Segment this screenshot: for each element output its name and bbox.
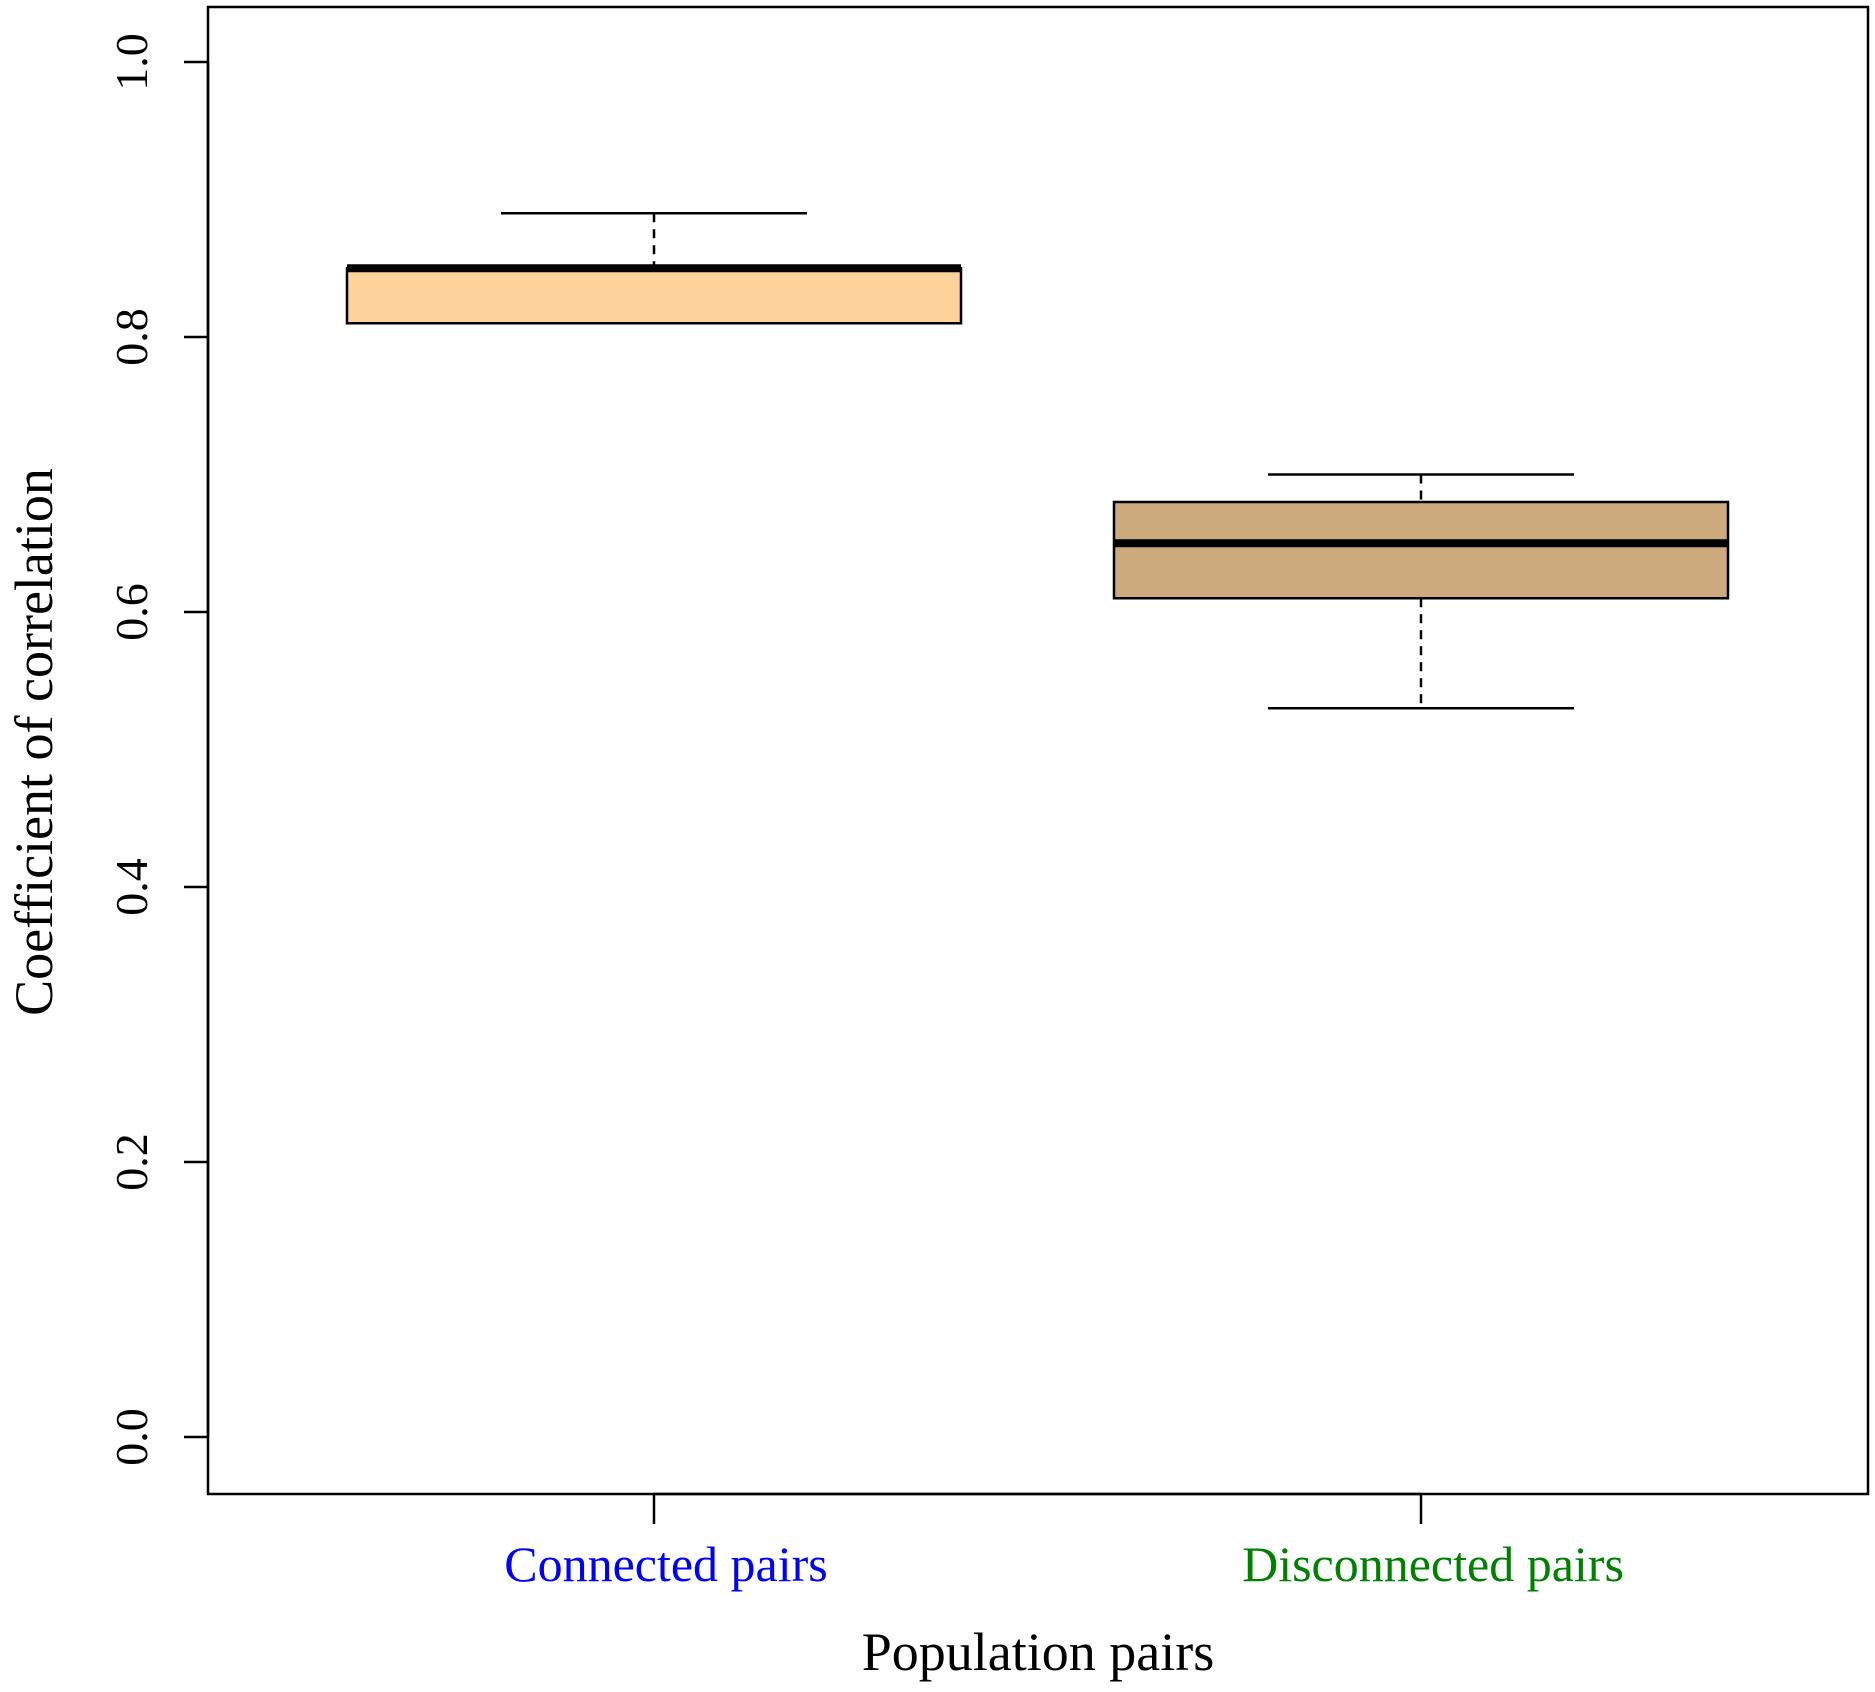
y-tick-label: 0.2 (106, 1133, 157, 1191)
plot-frame (206, 5, 1870, 1496)
y-tick-label: 0.0 (106, 1408, 157, 1466)
y-axis-title: Coefficient of correlation (4, 468, 64, 1016)
boxes (345, 212, 1730, 710)
y-axis: 0.0 0.2 0.4 0.6 0.8 1.0 (106, 33, 210, 1466)
x-axis-title: Population pairs (862, 1622, 1214, 1682)
iqr-box (1112, 500, 1730, 600)
box-group (1112, 473, 1730, 710)
x-tick-label: Connected pairs (504, 1536, 828, 1592)
y-tick-label: 1.0 (106, 33, 157, 91)
y-tick-label: 0.8 (106, 308, 157, 366)
box-group (345, 212, 963, 325)
iqr-box (345, 267, 963, 325)
y-tick-label: 0.6 (106, 583, 157, 641)
x-tick-label: Disconnected pairs (1242, 1536, 1624, 1592)
x-axis: Connected pairs Disconnected pairs (504, 1492, 1624, 1592)
y-tick-label: 0.4 (106, 858, 157, 916)
